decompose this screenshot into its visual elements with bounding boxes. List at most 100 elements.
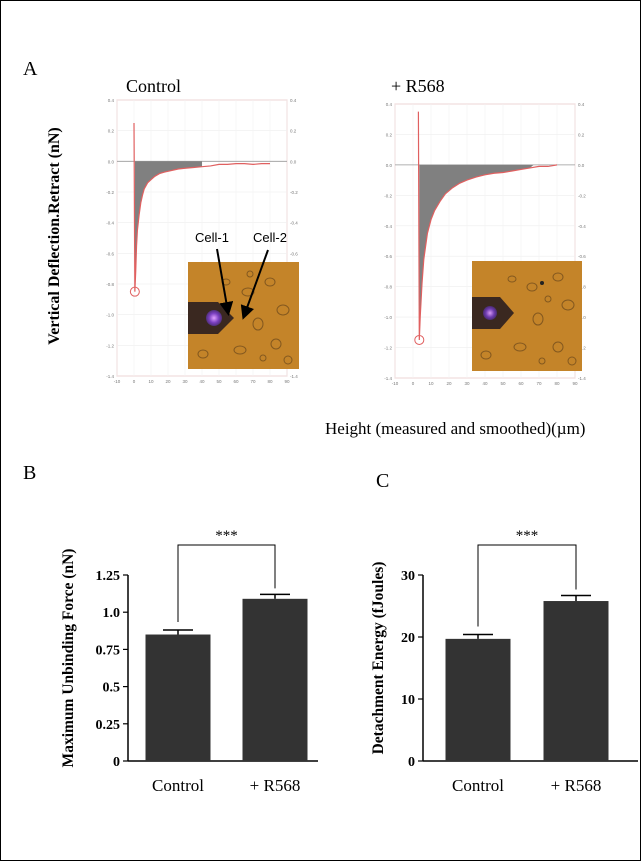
- control-x-tick: 90: [284, 379, 290, 384]
- control-y-tick-left: -1.0: [106, 313, 114, 318]
- control-y-tick-right: 0.2: [290, 129, 297, 134]
- r568-y-tick-right: 0.0: [578, 163, 585, 168]
- force-y-tick-label: 0.75: [96, 643, 121, 658]
- panel-a-x-axis-label: Height (measured and smoothed)(µm): [325, 419, 586, 438]
- r568-x-tick: 20: [446, 381, 452, 386]
- r568-y-tick-left: -0.4: [384, 224, 392, 229]
- r568-y-tick-left: 0.2: [386, 132, 393, 137]
- energy-y-axis-label: Detachment Energy (fJoules): [370, 562, 387, 755]
- r568-x-tick: 70: [536, 381, 542, 386]
- r568-x-tick: 30: [464, 381, 470, 386]
- force-category-label: Control: [152, 776, 204, 795]
- r568-micrograph-inset: [472, 261, 582, 371]
- control-y-tick-left: 0.4: [108, 98, 115, 103]
- energy-category-label: Control: [452, 776, 504, 795]
- force-y-tick-label: 0: [113, 755, 120, 770]
- force-y-tick-label: 0.25: [96, 718, 121, 733]
- control-y-tick-left: 0.2: [108, 129, 115, 134]
- control-y-tick-right: 0.4: [290, 98, 297, 103]
- r568-y-tick-right: -1.2: [578, 346, 586, 351]
- control-min-marker: [129, 286, 140, 297]
- r568-y-tick-right: -0.8: [578, 285, 586, 290]
- panel-b-letter: B: [23, 462, 37, 484]
- r568-y-tick-left: -0.8: [384, 285, 392, 290]
- r568-y-tick-left: -0.6: [384, 254, 392, 259]
- control-y-tick-right: -1.4: [290, 374, 298, 379]
- force-y-axis-label: Maximum Unbinding Force (nN): [60, 549, 77, 768]
- energy-significance-bracket: [477, 544, 577, 627]
- r568-x-tick: 80: [554, 381, 560, 386]
- r568-plot-title: + R568: [391, 76, 445, 96]
- energy-y-tick-label: 30: [401, 569, 415, 584]
- cell-2-arrow: [240, 249, 269, 320]
- energy-y-tick-label: 0: [408, 755, 415, 770]
- detachment-energy-chart: 0 10 20 30 Control + R568 *** Detachment Energy…: [370, 528, 638, 795]
- control-y-tick-left: -1.2: [106, 343, 114, 348]
- r568-x-tick: 60: [518, 381, 524, 386]
- cell-1-label: Cell-1: [195, 230, 229, 245]
- r568-y-tick-left: 0.0: [386, 163, 393, 168]
- r568-x-tick: 40: [482, 381, 488, 386]
- force-y-tick-label: 1.25: [96, 569, 121, 584]
- r568-adhesion-area: [419, 164, 534, 340]
- r568-y-tick-right: 0.2: [578, 132, 585, 137]
- r568-y-tick-right: -1.4: [578, 376, 586, 381]
- r568-x-tick: 0: [412, 381, 415, 386]
- energy-bar: [543, 601, 609, 761]
- r568-y-tick-left: -0.2: [384, 193, 392, 198]
- energy-y-tick-label: 10: [401, 693, 415, 708]
- r568-x-tick: 90: [572, 381, 578, 386]
- force-category-label: + R568: [250, 776, 301, 795]
- r568-x-tick: -10: [392, 381, 399, 386]
- r568-min-marker: [414, 334, 425, 345]
- control-x-tick: 10: [148, 379, 154, 384]
- control-x-tick: 50: [216, 379, 222, 384]
- max-unbinding-force-chart: 0 0.25 0.5 0.75 1.0 1.25 Control + R568 *** Maxim…: [60, 528, 318, 795]
- control-x-tick: 40: [199, 379, 205, 384]
- r568-y-tick-left: -1.2: [384, 346, 392, 351]
- control-y-tick-right: 0.0: [290, 159, 297, 164]
- force-significance-bracket: [177, 544, 276, 623]
- control-y-tick-right: -0.6: [290, 251, 298, 256]
- control-y-tick-right: -0.2: [290, 190, 298, 195]
- control-y-tick-left: -0.4: [106, 221, 114, 226]
- r568-y-tick-left: -1.4: [384, 376, 392, 381]
- force-y-tick-label: 0.5: [103, 681, 121, 696]
- control-x-tick: 70: [250, 379, 256, 384]
- force-bar: [242, 598, 308, 761]
- r568-y-tick-right: -0.2: [578, 193, 586, 198]
- control-x-tick: 0: [133, 379, 136, 384]
- control-x-tick: 20: [165, 379, 171, 384]
- control-x-tick: 60: [233, 379, 239, 384]
- force-y-tick-label: 1.0: [103, 606, 121, 621]
- r568-x-tick: 50: [500, 381, 506, 386]
- control-x-tick: 80: [267, 379, 273, 384]
- force-bar: [145, 634, 211, 761]
- r568-y-tick-left: -1.0: [384, 315, 392, 320]
- r568-y-tick-right: -1.0: [578, 315, 586, 320]
- cell-1-arrow: [216, 248, 234, 316]
- energy-bar: [445, 638, 511, 761]
- energy-category-label: + R568: [551, 776, 602, 795]
- control-y-tick-right: -0.4: [290, 221, 298, 226]
- control-y-tick-left: -0.2: [106, 190, 114, 195]
- r568-retract-curve: [417, 111, 558, 340]
- control-y-tick-left: -0.8: [106, 282, 114, 287]
- panel-c-letter: C: [376, 470, 390, 492]
- r568-y-tick-right: 0.4: [578, 102, 585, 107]
- control-y-tick-left: -0.6: [106, 251, 114, 256]
- energy-significance-stars: ***: [516, 528, 539, 544]
- r568-y-tick-right: -0.4: [578, 224, 586, 229]
- r568-x-tick: 10: [428, 381, 434, 386]
- energy-y-tick-label: 20: [401, 631, 415, 646]
- control-x-tick: -10: [114, 379, 121, 384]
- control-x-tick: 30: [182, 379, 188, 384]
- force-significance-stars: ***: [215, 528, 238, 544]
- control-plot-title: Control: [126, 76, 182, 96]
- control-y-tick-left: -1.4: [106, 374, 114, 379]
- control-adhesion-area: [134, 161, 202, 292]
- cell-2-label: Cell-2: [253, 230, 287, 245]
- r568-y-tick-right: -0.6: [578, 254, 586, 259]
- control-retract-curve: [133, 122, 270, 292]
